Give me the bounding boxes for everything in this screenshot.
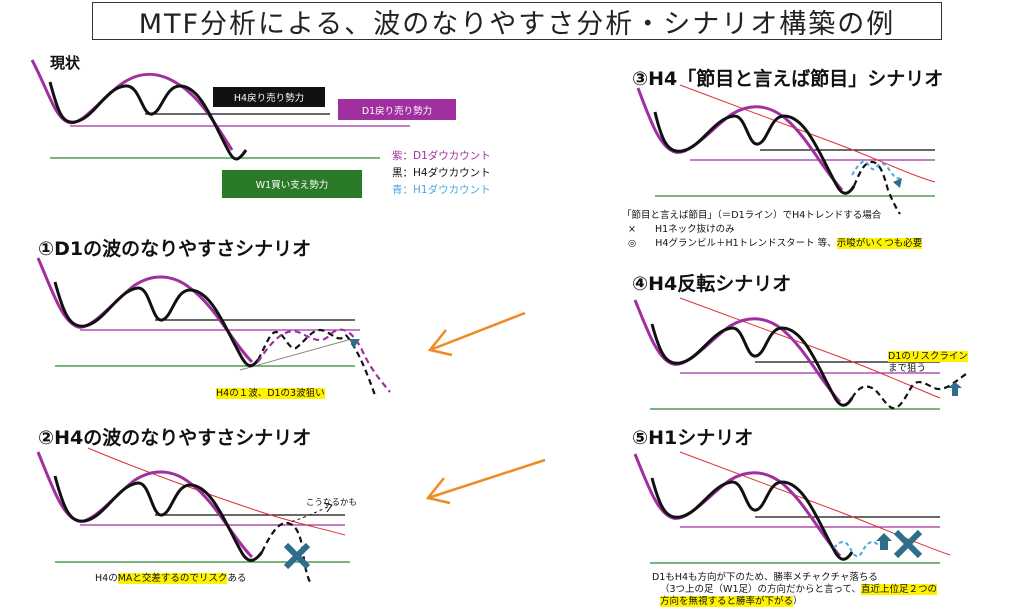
scenario4-note: D1のリスクライン まで狙う [888, 351, 968, 374]
scenario5-line3: 方向を無視すると勝率が下がる） [660, 596, 803, 607]
scenario5-heading: ⑤H1シナリオ [632, 427, 754, 449]
legend: 紫：D1ダウカウント 黒：H4ダウカウント 青：H1ダウカウント [392, 148, 491, 199]
legend-h1: 青：H1ダウカウント [392, 184, 491, 196]
h4-sell-bar: H4戻り売り勢力 [213, 87, 325, 107]
legend-h4: 黒：H4ダウカウント [392, 167, 491, 179]
scenario2-note: H4のMAと交差するのでリスクある [95, 573, 247, 584]
d1-sell-bar: D1戻り売り勢力 [338, 99, 456, 120]
scenario3-line2: × H1ネック抜けのみ [628, 224, 735, 235]
scenario3-line1: 「節目と言えば節目」（＝D1ライン）でH4トレンドする場合 [622, 210, 882, 221]
scenario1-heading: ①D1の波のなりやすさシナリオ [38, 238, 312, 260]
scenario5-line2: （3つ上の足（W1足）の方向だからと言って、直近上位足２つの [660, 584, 938, 595]
current-heading: 現状 [50, 54, 81, 72]
scenario1-note: H4の１波、D1の3波狙い [216, 388, 325, 399]
scenario3-line3: ◎ H4グランビル＋H1トレンドスタート 等、示唆がいくつも必要 [628, 238, 923, 249]
title-box: MTF分析による、波のなりやすさ分析・シナリオ構築の例 [92, 2, 942, 40]
scenario2-maybe: こうなるかも [306, 498, 358, 508]
scenario2-heading: ②H4の波のなりやすさシナリオ [38, 427, 312, 449]
scenario4-heading: ④H4反転シナリオ [632, 273, 792, 295]
legend-d1: 紫：D1ダウカウント [392, 150, 491, 162]
page-title: MTF分析による、波のなりやすさ分析・シナリオ構築の例 [138, 8, 896, 40]
scenario3-heading: ③H4「節目と言えば節目」シナリオ [632, 68, 944, 90]
w1-buy-bar: W1買い支え勢力 [222, 170, 362, 198]
scenario5-line1: D1もH4も方向が下のため、勝率メチャクチャ落ちる [652, 572, 878, 583]
